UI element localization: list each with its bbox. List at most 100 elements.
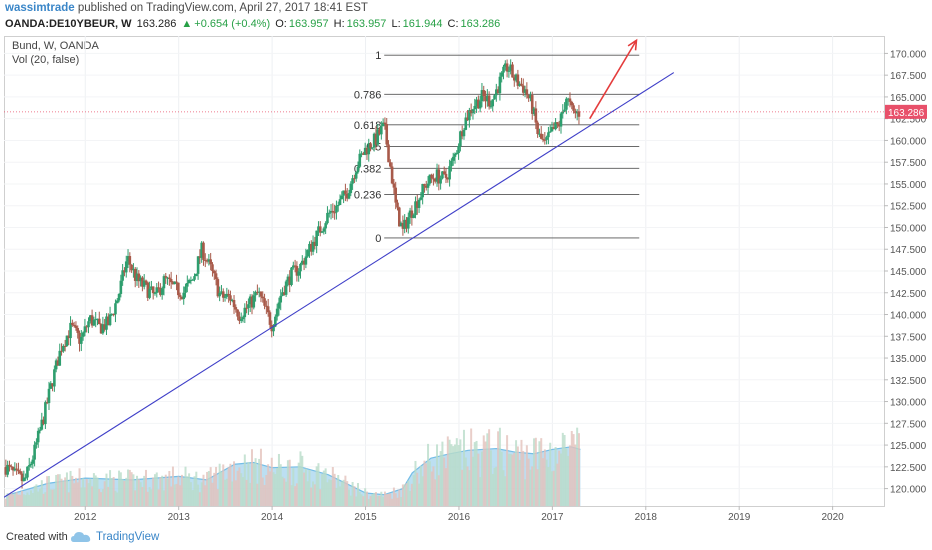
volume-bar: [132, 474, 135, 506]
candle-body: [35, 442, 38, 445]
volume-bar: [123, 481, 126, 506]
candle-body: [216, 279, 220, 297]
candle-body: [475, 99, 478, 106]
x-tick-label: 2020: [821, 512, 844, 523]
volume-bar: [231, 481, 234, 506]
candle-body: [128, 256, 132, 265]
volume-bar: [374, 492, 377, 506]
volume-bar: [195, 471, 198, 506]
candle-body: [234, 307, 238, 310]
volume-bar: [12, 494, 15, 506]
open-value: 163.957: [288, 18, 329, 30]
candle-body: [295, 266, 299, 276]
volume-bar: [475, 440, 478, 506]
high-value: 163.957: [346, 18, 387, 30]
volume-bar: [572, 434, 575, 506]
candle-body: [527, 95, 530, 99]
candle-body: [283, 292, 286, 295]
candle-body: [439, 178, 442, 184]
candle-body: [259, 291, 263, 297]
volume-bar: [324, 468, 327, 506]
candle-body: [344, 190, 347, 194]
candle-body: [342, 190, 345, 196]
candle-body: [194, 273, 198, 277]
candle-body: [380, 126, 383, 135]
volume-bar: [67, 492, 70, 506]
candle-body: [516, 74, 520, 86]
volume-bar: [382, 496, 385, 506]
candle-body: [8, 464, 11, 467]
candle-body: [442, 171, 446, 174]
volume-bar: [376, 495, 379, 506]
candle-body: [536, 122, 539, 135]
candle-body: [486, 95, 489, 102]
volume-bar: [94, 475, 97, 506]
candle-body: [432, 178, 435, 180]
candle-body: [151, 286, 155, 294]
candle-body: [446, 177, 450, 180]
candle-body: [390, 166, 394, 184]
candle-body: [268, 312, 272, 325]
tradingview-brand-link[interactable]: TradingView: [96, 531, 160, 543]
volume-bar: [310, 487, 313, 506]
volume-bar: [547, 467, 550, 506]
volume-bar: [103, 481, 106, 506]
y-tick-label: 122.500: [890, 463, 927, 474]
volume-bar: [328, 479, 331, 506]
chart-area[interactable]: Bund, W, OANDA Vol (20, false) 0 0.236 0.3…: [3, 36, 928, 524]
candle-body: [144, 280, 148, 283]
volume-bar: [491, 473, 494, 506]
candle-body: [394, 187, 398, 203]
username-link[interactable]: wassimtrade: [5, 2, 75, 14]
candle-body: [22, 477, 26, 482]
symbol-name[interactable]: OANDA:DE10YBEUR, W: [5, 18, 132, 30]
volume-bar: [261, 477, 264, 506]
candle-body: [225, 293, 229, 297]
volume-bar: [283, 478, 286, 506]
volume-bar: [482, 435, 485, 506]
y-tick-label: 170.000: [890, 49, 927, 60]
change-text: +0.654 (+0.4%): [194, 18, 271, 30]
volume-bar: [495, 466, 498, 506]
candle-body: [572, 105, 575, 111]
candle-body: [47, 388, 51, 404]
candle-body: [288, 276, 292, 285]
publish-header: wassimtrade published on TradingView.com…: [0, 0, 932, 36]
high-label: H:: [333, 18, 345, 30]
volume-bar: [114, 490, 117, 506]
volume-bar: [144, 469, 147, 506]
candle-body: [51, 383, 54, 387]
candle-body: [169, 278, 173, 283]
volume-bar: [137, 479, 140, 506]
volume-bar: [461, 469, 464, 506]
volume-bar: [421, 476, 424, 506]
volume-bar: [290, 485, 293, 506]
candle-body: [471, 109, 475, 114]
volume-bar: [364, 488, 367, 506]
candle-body: [322, 228, 326, 232]
volume-bar: [383, 491, 386, 506]
candle-body: [18, 471, 22, 474]
volume-bar: [55, 474, 58, 506]
candle-body: [552, 127, 556, 130]
candle-body: [568, 98, 572, 102]
candle-body: [212, 271, 216, 274]
y-tick-label: 157.500: [890, 158, 927, 169]
volume-bar: [272, 472, 275, 506]
candle-body: [17, 469, 20, 472]
tradingview-cloud-icon[interactable]: [70, 530, 92, 544]
price-chart[interactable]: Bund, W, OANDA Vol (20, false) 00.2360.3…: [3, 36, 928, 524]
candle-body: [487, 95, 491, 107]
volume-bar: [565, 448, 568, 506]
volume-bar: [455, 438, 458, 506]
volume-bar: [91, 486, 94, 506]
volume-bar: [268, 471, 271, 506]
volume-bar: [33, 485, 36, 506]
y-tick-label: 120.000: [890, 485, 927, 496]
volume-bar: [464, 457, 467, 506]
volume-bar: [349, 495, 352, 506]
candle-body: [254, 291, 257, 296]
volume-bar: [398, 489, 401, 506]
candle-body: [265, 305, 268, 307]
volume-bar: [405, 483, 408, 506]
